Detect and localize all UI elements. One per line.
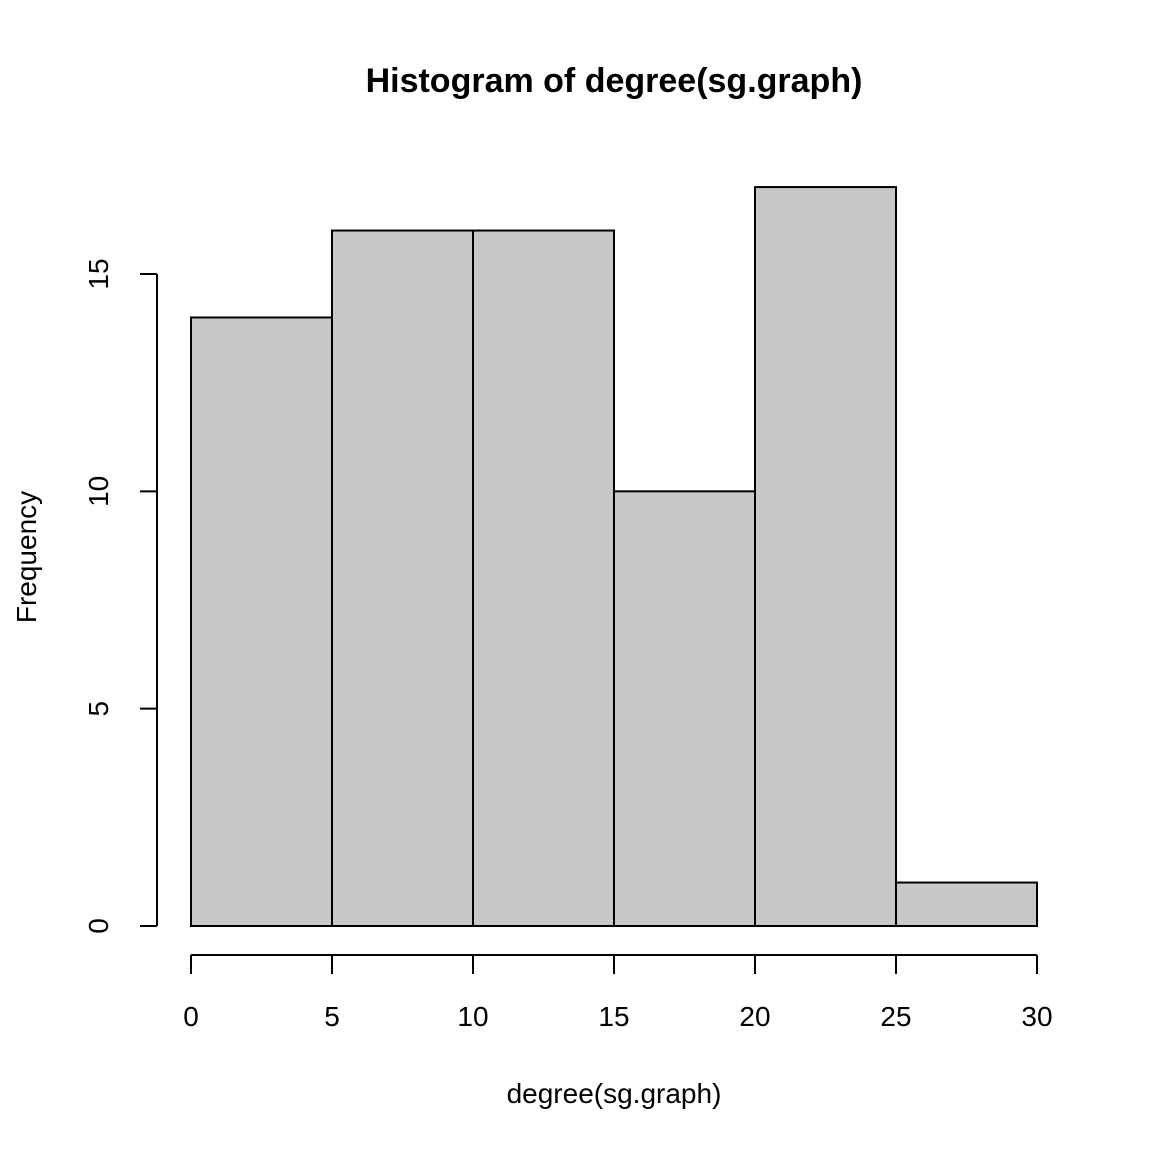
y-tick-label-10: 10	[83, 476, 114, 507]
x-tick-label-25: 25	[880, 1001, 911, 1032]
y-tick-label-0: 0	[83, 918, 114, 934]
y-axis: 0 5 10 15	[83, 258, 158, 934]
histogram-bar-5-10	[331, 229, 474, 928]
histogram-bar-10-15	[472, 229, 615, 928]
y-tick-label-5: 5	[83, 701, 114, 717]
y-axis-label: Frequency	[11, 491, 42, 623]
y-tick-label-15: 15	[83, 258, 114, 289]
x-axis: 0 5 10 15 20 25 30	[183, 954, 1053, 1032]
x-tick-label-20: 20	[739, 1001, 770, 1032]
histogram-bar-0-5	[190, 316, 333, 927]
x-tick-label-5: 5	[324, 1001, 340, 1032]
histogram-bar-25-30	[895, 881, 1038, 927]
x-axis-label: degree(sg.graph)	[507, 1078, 722, 1109]
histogram-bar-15-20	[613, 490, 756, 927]
x-tick-label-10: 10	[457, 1001, 488, 1032]
x-tick-label-0: 0	[183, 1001, 199, 1032]
bars-group	[190, 186, 1038, 928]
x-tick-label-15: 15	[598, 1001, 629, 1032]
chart-title: Histogram of degree(sg.graph)	[366, 62, 863, 100]
x-tick-label-30: 30	[1021, 1001, 1052, 1032]
histogram-bar-20-25	[754, 186, 897, 928]
